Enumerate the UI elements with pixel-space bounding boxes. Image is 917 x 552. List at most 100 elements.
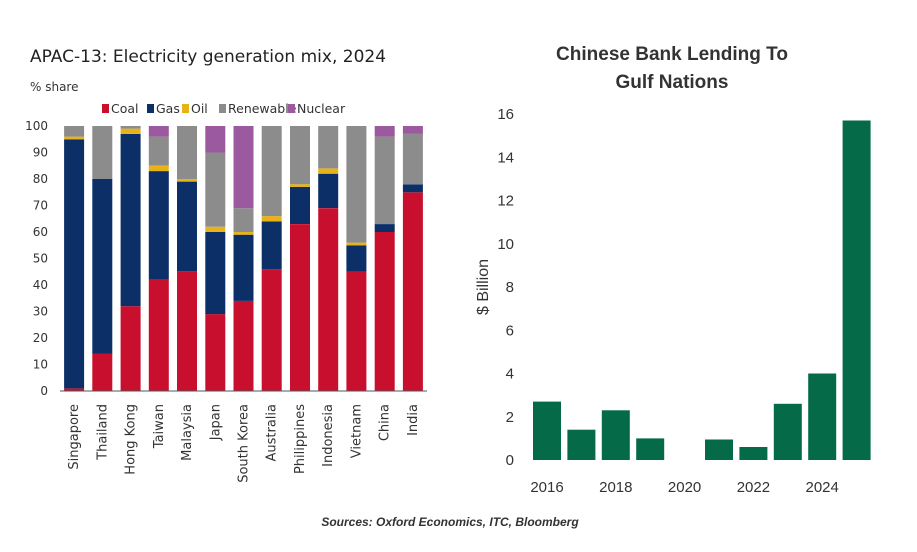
bar-segment-coal [64, 388, 85, 391]
bar-segment-gas [120, 133, 141, 307]
bar-segment-coal [402, 192, 423, 392]
legend-label-oil: Oil [191, 101, 208, 116]
lending-bar [567, 429, 596, 460]
x-category-label: Philippines [293, 404, 308, 474]
right-x-tick-label: 2024 [806, 479, 839, 496]
right-y-tick-label: 4 [506, 366, 514, 383]
right-y-tick-label: 8 [506, 279, 514, 296]
bar-segment-renewable [205, 152, 226, 227]
x-category-label: Singapore [67, 404, 82, 470]
left-y-tick-label: 10 [33, 358, 48, 372]
left-y-tick-label: 30 [33, 305, 48, 319]
left-y-tick-label: 90 [33, 146, 48, 160]
bar-segment-oil [64, 136, 85, 140]
bar-segment-oil [177, 179, 197, 182]
x-category-label: Taiwan [152, 404, 167, 449]
right-x-tick-label: 2020 [668, 479, 701, 496]
right-y-tick-label: 0 [506, 452, 514, 469]
right-x-tick-label: 2018 [599, 479, 632, 496]
left-y-tick-label: 60 [33, 225, 48, 239]
x-category-label: China [378, 404, 393, 441]
bar-segment-renewable [290, 126, 310, 185]
bar-segment-oil [318, 168, 339, 174]
bar-segment-coal [290, 224, 310, 391]
bar-segment-coal [374, 232, 395, 391]
x-category-label: Indonesia [321, 404, 336, 467]
left-chart-bars [64, 126, 423, 392]
lending-bar [533, 401, 561, 460]
right-chart-bars [533, 120, 871, 460]
left-y-tick-label: 70 [33, 199, 48, 213]
bar-segment-renewable [374, 136, 395, 224]
bar-segment-nuclear [205, 126, 226, 153]
bar-segment-renewable [120, 126, 141, 129]
right-chart-y-axis: 0 2 4 6 8 10 12 14 16 [497, 106, 514, 469]
bar-segment-gas [346, 245, 367, 272]
bar-segment-gas [148, 171, 169, 280]
right-y-tick-label: 2 [506, 409, 514, 426]
right-x-tick-label: 2022 [737, 479, 770, 496]
left-y-tick-label: 50 [33, 252, 48, 266]
lending-bar [705, 439, 733, 460]
right-chart-ylabel: $ Billion [475, 259, 492, 315]
bar-segment-gas [177, 181, 197, 272]
bar-segment-oil [148, 165, 169, 172]
bar-segment-renewable [148, 136, 169, 166]
left-y-tick-label: 100 [25, 119, 48, 133]
right-chart-x-axis: 2016 2018 2020 2022 2024 [530, 479, 839, 496]
legend-label-renewable: Renewable [228, 101, 297, 116]
left-y-tick-label: 40 [33, 278, 48, 292]
legend-label-nuclear: Nuclear [297, 101, 346, 116]
bar-segment-oil [233, 232, 254, 235]
bar-segment-gas [374, 224, 395, 232]
right-y-tick-label: 12 [497, 193, 514, 210]
bar-segment-renewable [402, 133, 423, 185]
bar-segment-renewable [92, 126, 113, 179]
right-chart: Chinese Bank Lending To Gulf Nations $ B… [475, 44, 871, 496]
bar-segment-coal [346, 271, 367, 392]
source-note: Sources: Oxford Economics, ITC, Bloomber… [321, 515, 579, 529]
bar-segment-nuclear [148, 126, 169, 137]
bar-segment-oil [120, 128, 141, 134]
legend-swatch-renewable [219, 104, 226, 113]
legend-label-coal: Coal [111, 101, 139, 116]
left-chart-x-axis: Singapore Thailand Hong Kong Taiwan Malaysia… [67, 404, 421, 483]
right-chart-title-line-1: Chinese Bank Lending To [556, 44, 788, 65]
bar-segment-nuclear [233, 126, 254, 209]
lending-bar [842, 120, 871, 460]
bar-segment-gas [318, 173, 339, 209]
bar-segment-coal [148, 279, 169, 391]
left-chart-legend: Coal Gas Oil Renewable Nuclear [102, 101, 346, 116]
lending-bar [773, 403, 802, 460]
x-category-label: Vietnam [349, 404, 364, 458]
bar-segment-coal [261, 269, 282, 391]
bar-segment-renewable [64, 126, 85, 137]
right-chart-title-line-2: Gulf Nations [616, 72, 729, 93]
bar-segment-oil [205, 226, 226, 232]
bar-segment-renewable [233, 208, 254, 232]
legend-label-gas: Gas [156, 101, 180, 116]
left-chart-ylabel: % share [30, 80, 78, 94]
bar-segment-gas [261, 221, 282, 270]
left-chart: APAC-13: Electricity generation mix, 202… [25, 47, 427, 483]
right-y-tick-label: 14 [497, 149, 514, 166]
right-y-tick-label: 16 [497, 106, 514, 123]
x-category-label: Japan [208, 404, 223, 441]
bar-segment-gas [233, 234, 254, 301]
lending-bar [601, 410, 630, 460]
bar-segment-gas [205, 232, 226, 315]
bar-segment-gas [290, 186, 310, 224]
legend-swatch-gas [147, 104, 154, 113]
x-category-label: Thailand [95, 404, 110, 461]
bar-segment-coal [318, 208, 339, 391]
bar-segment-nuclear [402, 126, 423, 134]
x-category-label: Malaysia [180, 404, 195, 461]
bar-segment-oil [290, 184, 310, 187]
legend-swatch-nuclear [288, 104, 295, 113]
bar-segment-coal [233, 300, 254, 391]
bar-segment-gas [402, 184, 423, 193]
left-y-tick-label: 80 [33, 172, 48, 186]
bar-segment-gas [92, 179, 113, 354]
left-y-tick-label: 0 [40, 384, 48, 398]
